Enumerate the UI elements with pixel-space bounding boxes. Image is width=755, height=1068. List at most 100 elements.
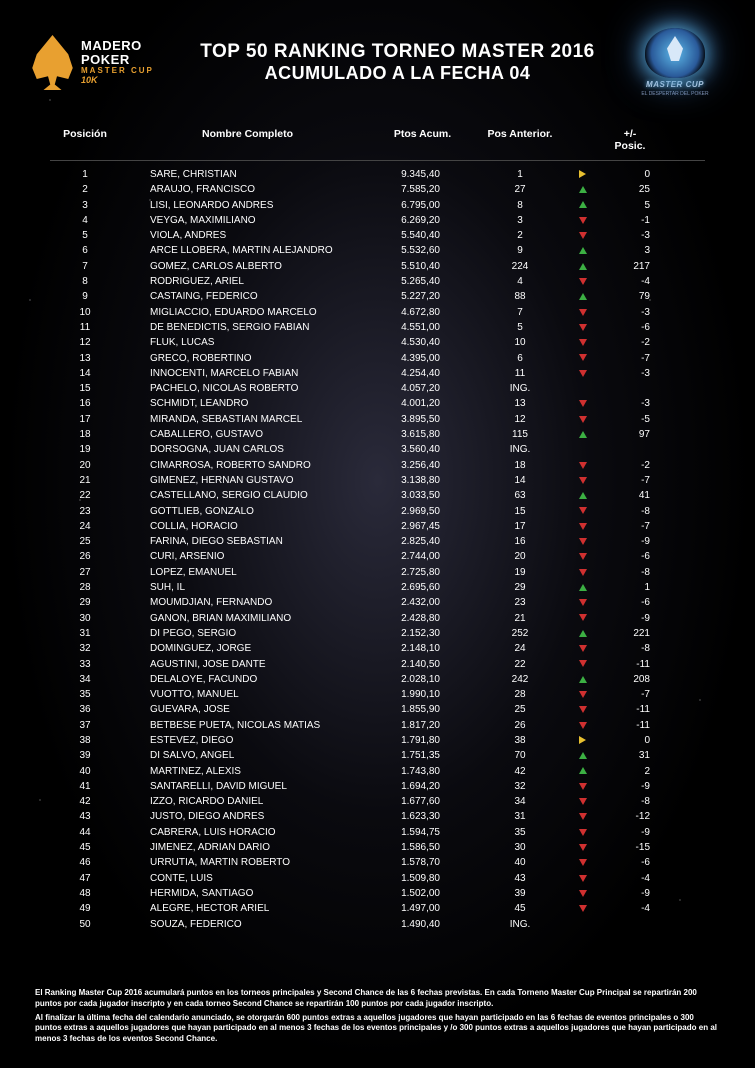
cell-delta: 208	[595, 672, 665, 687]
table-row: 41SANTARELLI, DAVID MIGUEL1.694,2032-9	[50, 779, 705, 794]
arrow-down-icon	[579, 569, 587, 576]
table-row: 23GOTTLIEB, GONZALO2.969,5015-8	[50, 504, 705, 519]
cell-name: DELALOYE, FACUNDO	[120, 672, 375, 687]
cell-name: DI PEGO, SERGIO	[120, 626, 375, 641]
cell-points: 4.395,00	[375, 351, 470, 366]
cell-direction	[570, 335, 595, 350]
cell-prev: 4	[470, 274, 570, 289]
arrow-up-icon	[579, 186, 587, 193]
table-row: 15PACHELO, NICOLAS ROBERTO4.057,20ING.	[50, 381, 705, 396]
cell-prev: 28	[470, 687, 570, 702]
cell-name: CIMARROSA, ROBERTO SANDRO	[120, 458, 375, 473]
arrow-down-icon	[579, 339, 587, 346]
cell-direction	[570, 733, 595, 748]
cell-prev: 7	[470, 305, 570, 320]
cell-position: 20	[50, 458, 120, 473]
cell-name: CURI, ARSENIO	[120, 549, 375, 564]
logo-left-text: MADEROPOKER MASTER CUP 10K	[81, 39, 154, 86]
cell-delta: -4	[595, 871, 665, 886]
cell-points: 3.895,50	[375, 412, 470, 427]
cell-name: GANON, BRIAN MAXIMILIANO	[120, 611, 375, 626]
cell-points: 3.256,40	[375, 458, 470, 473]
cell-points: 4.001,20	[375, 396, 470, 411]
arrow-up-icon	[579, 431, 587, 438]
cell-prev: 18	[470, 458, 570, 473]
arrow-down-icon	[579, 477, 587, 484]
cell-points: 6.795,00	[375, 198, 470, 213]
cell-prev: 20	[470, 549, 570, 564]
cell-position: 44	[50, 825, 120, 840]
cell-position: 35	[50, 687, 120, 702]
table-row: 12FLUK, LUCAS4.530,4010-2	[50, 335, 705, 350]
cell-prev: ING.	[470, 917, 570, 932]
table-row: 32DOMINGUEZ, JORGE2.148,1024-8	[50, 641, 705, 656]
cell-delta: -7	[595, 519, 665, 534]
footer-notes: El Ranking Master Cup 2016 acumulará pun…	[35, 988, 720, 1048]
cell-delta: -11	[595, 657, 665, 672]
cell-prev: 22	[470, 657, 570, 672]
cell-direction	[570, 611, 595, 626]
arrow-down-icon	[579, 691, 587, 698]
table-row: 39DI SALVO, ANGEL1.751,357031	[50, 748, 705, 763]
cell-direction	[570, 366, 595, 381]
cell-position: 3	[50, 198, 120, 213]
cell-name: ESTEVEZ, DIEGO	[120, 733, 375, 748]
table-row: 1SARE, CHRISTIAN9.345,4010	[50, 167, 705, 182]
cell-position: 48	[50, 886, 120, 901]
table-row: 29MOUMDJIAN, FERNANDO2.432,0023-6	[50, 595, 705, 610]
cell-name: LISI, LEONARDO ANDRES	[120, 198, 375, 213]
cell-direction	[570, 886, 595, 901]
cell-points: 3.138,80	[375, 473, 470, 488]
cell-delta: -3	[595, 228, 665, 243]
cell-direction	[570, 351, 595, 366]
cell-direction	[570, 549, 595, 564]
cell-direction	[570, 396, 595, 411]
table-row: 24COLLIA, HORACIO2.967,4517-7	[50, 519, 705, 534]
arrow-down-icon	[579, 324, 587, 331]
table-row: 8RODRIGUEZ, ARIEL5.265,404-4	[50, 274, 705, 289]
cell-name: URRUTIA, MARTIN ROBERTO	[120, 855, 375, 870]
arrow-down-icon	[579, 905, 587, 912]
cell-delta: -9	[595, 779, 665, 794]
cell-name: CONTE, LUIS	[120, 871, 375, 886]
table-row: 48HERMIDA, SANTIAGO1.502,0039-9	[50, 886, 705, 901]
cell-delta: -9	[595, 886, 665, 901]
cell-prev: 32	[470, 779, 570, 794]
cell-name: DORSOGNA, JUAN CARLOS	[120, 442, 375, 457]
arrow-down-icon	[579, 278, 587, 285]
cell-points: 9.345,40	[375, 167, 470, 182]
table-row: 19DORSOGNA, JUAN CARLOS3.560,40ING.	[50, 442, 705, 457]
cell-points: 5.540,40	[375, 228, 470, 243]
arrow-down-icon	[579, 462, 587, 469]
table-row: 36GUEVARA, JOSE1.855,9025-11	[50, 702, 705, 717]
cell-points: 1.497,00	[375, 901, 470, 916]
cell-points: 4.254,40	[375, 366, 470, 381]
cell-name: PACHELO, NICOLAS ROBERTO	[120, 381, 375, 396]
cell-direction	[570, 840, 595, 855]
cell-direction	[570, 917, 595, 932]
cell-prev: 40	[470, 855, 570, 870]
cell-position: 25	[50, 534, 120, 549]
arrow-down-icon	[579, 523, 587, 530]
cell-direction	[570, 779, 595, 794]
cell-delta: -4	[595, 274, 665, 289]
cell-points: 2.725,80	[375, 565, 470, 580]
arrow-up-icon	[579, 201, 587, 208]
cell-direction	[570, 473, 595, 488]
cell-position: 19	[50, 442, 120, 457]
cell-name: MIGLIACCIO, EDUARDO MARCELO	[120, 305, 375, 320]
cell-name: JUSTO, DIEGO ANDRES	[120, 809, 375, 824]
cell-points: 1.623,30	[375, 809, 470, 824]
cell-name: GIMENEZ, HERNAN GUSTAVO	[120, 473, 375, 488]
table-row: 47CONTE, LUIS1.509,8043-4	[50, 871, 705, 886]
col-header-name: Nombre Completo	[120, 128, 375, 152]
arrow-down-icon	[579, 829, 587, 836]
cell-name: FLUK, LUCAS	[120, 335, 375, 350]
cell-prev: 3	[470, 213, 570, 228]
cell-position: 37	[50, 718, 120, 733]
cell-name: GOTTLIEB, GONZALO	[120, 504, 375, 519]
table-row: 26CURI, ARSENIO2.744,0020-6	[50, 549, 705, 564]
table-row: 17MIRANDA, SEBASTIAN MARCEL3.895,5012-5	[50, 412, 705, 427]
cell-position: 21	[50, 473, 120, 488]
cell-points: 2.152,30	[375, 626, 470, 641]
